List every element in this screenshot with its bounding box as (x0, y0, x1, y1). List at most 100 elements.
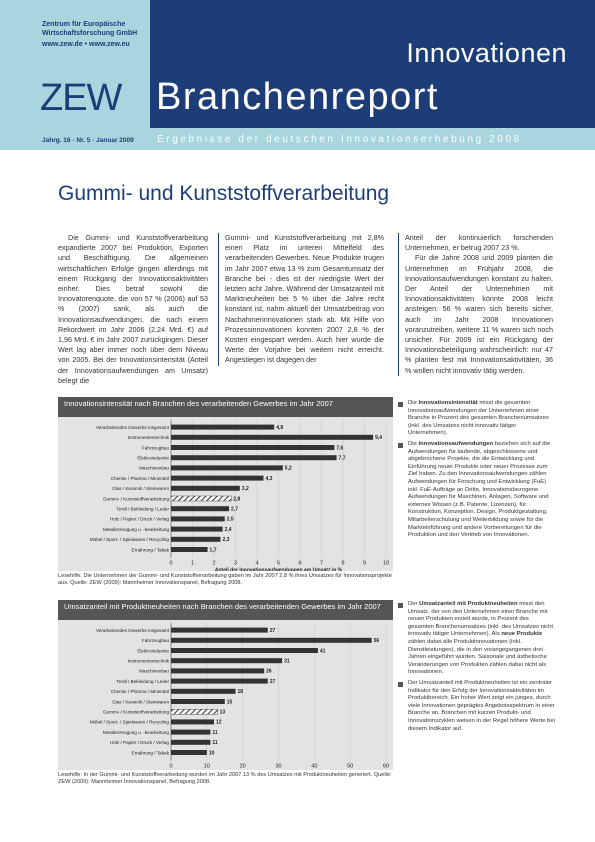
bar (171, 699, 225, 704)
data-label: 11 (212, 740, 218, 746)
bar (171, 688, 236, 694)
category-label: Metallerzeugung u. -bearbeitung (103, 730, 170, 735)
bar (171, 445, 335, 450)
paragraph: Anteil der kontinuierlich forschenden Un… (405, 233, 553, 253)
data-label: 2,4 (225, 527, 232, 533)
bar (171, 475, 264, 481)
category-label: Elektroindustrie (137, 648, 169, 653)
x-tick-label: 60 (383, 764, 389, 770)
header-band (0, 128, 595, 150)
chart-svg: 0 10 20 30 40 50 60 Verarbeitendes Gewerbe insg… (90, 623, 389, 770)
bar (170, 708, 218, 715)
category-label: Glas / Keramik / Steinwaren (112, 699, 169, 704)
header-right-panel (150, 0, 595, 128)
definition-paragraph: Der Umsatzanteil mit Produktneuheiten is… (398, 680, 555, 733)
bar (171, 455, 337, 461)
data-label: 11 (212, 730, 218, 736)
data-label: 9,4 (375, 435, 382, 441)
chart-caption: Lesehilfe: In der Gummi- und Kunststoffv… (58, 772, 392, 785)
report-subtitle: Ergebnisse der deutschen Innovationserhe… (157, 134, 522, 145)
paragraph: Für die Jahre 2008 und 2009 planten die … (405, 253, 553, 375)
chart-product-innovation-share: Umsatzanteil mit Produktneuheiten nach B… (58, 600, 393, 770)
bar (170, 495, 232, 502)
institute-name: Zentrum für Europäische Wirtschaftsforsch… (42, 21, 138, 37)
chart-caption: Lesehilfe: Die Unternehmen der Gummi- un… (58, 573, 392, 586)
bar (171, 719, 214, 725)
definition-box-1: Die Innovationsintensität misst die gesa… (398, 400, 555, 543)
category-label: Textil / Bekleidung / Leder (116, 507, 169, 512)
x-tick-label: 10 (383, 561, 389, 567)
paragraph: Die Gummi- und Kunststoffverarbeitung ex… (58, 233, 208, 385)
bar (171, 485, 240, 491)
data-label: 41 (320, 648, 326, 654)
x-tick-label: 7 (320, 561, 323, 567)
x-tick-label: 0 (169, 561, 172, 567)
x-tick-label: 10 (204, 764, 210, 770)
data-label: 15 (227, 699, 233, 705)
category-label: Holz / Papier / Druck / Verlag (110, 517, 169, 522)
data-label: 4,3 (265, 476, 272, 482)
definition-paragraph: Die Innovationsintensität misst die gesa… (398, 400, 555, 438)
data-label: 31 (284, 659, 290, 665)
category-label: Verarbeitendes Gewerbe insgesamt (96, 628, 170, 633)
category-label: Ernährung / Tabak (132, 547, 170, 552)
header-left-panel (0, 0, 150, 128)
category-label: Fahrzeugbau (142, 445, 170, 450)
category-label: Instrumententechnik (128, 659, 170, 664)
data-label: 2,3 (222, 537, 229, 543)
bar (171, 658, 283, 664)
category-label: Möbel / Sport- / Spielwaren / Recycling (90, 720, 170, 725)
data-label: 7,6 (336, 445, 343, 451)
x-tick-label: 3 (234, 561, 237, 567)
report-series: Innovationen (406, 38, 567, 68)
x-tick-label: 6 (298, 561, 301, 567)
data-label: 2,5 (227, 517, 234, 523)
body-column-3: Anteil der kontinuierlich forschenden Un… (398, 233, 553, 376)
x-tick-label: 8 (341, 561, 344, 567)
data-label: 5,2 (285, 466, 292, 472)
bar (171, 526, 223, 532)
data-label: 18 (238, 689, 244, 695)
category-label: Holz / Papier / Druck / Verlag (110, 740, 169, 745)
data-label: 1,7 (210, 547, 217, 553)
x-tick-label: 1 (191, 561, 194, 567)
bar (171, 434, 374, 440)
data-label: 27 (270, 679, 276, 685)
institute-urls[interactable]: www.zew.de • www.zew.eu (42, 41, 130, 48)
category-label: Elektroindustrie (137, 456, 169, 461)
x-tick-label: 2 (212, 561, 215, 567)
bar (171, 648, 318, 653)
data-label: 10 (209, 750, 215, 756)
x-tick-label: 50 (347, 764, 353, 770)
bar (171, 729, 211, 735)
data-label: 12 (216, 720, 222, 726)
body-column-2: Gummi- und Kunststoffverarbeitung mit 2,… (218, 233, 390, 366)
category-label: Fahrzeugbau (142, 638, 170, 643)
data-label: 56 (374, 638, 380, 644)
x-tick-label: 20 (240, 764, 246, 770)
bar (171, 668, 265, 674)
chart-innovation-intensity: Innovationsintensität nach Branchen des … (58, 397, 393, 571)
issue-info: Jahrg. 16 · Nr. 5 · Januar 2009 (42, 137, 134, 144)
data-label: 3,2 (242, 486, 249, 492)
bar (171, 739, 211, 745)
x-tick-label: 9 (363, 561, 366, 567)
category-label: Verarbeitendes Gewerbe insgesamt (96, 425, 170, 430)
x-tick-label: 4 (255, 561, 258, 567)
x-axis-label: Anteil der Innovationsaufwendungen am Um… (215, 568, 343, 571)
category-label: Instrumententechnik (128, 435, 170, 440)
bar (171, 516, 225, 522)
category-label: Textil / Bekleidung / Leder (116, 679, 169, 684)
category-label: Chemie / Pharma / Mineralöl (111, 689, 169, 694)
category-label: Gummi- / Kunststoffverarbeitung (103, 710, 169, 715)
chart-title: Innovationsintensität nach Branchen des … (58, 397, 393, 417)
data-label: 2,7 (231, 507, 238, 513)
category-label: Ernährung / Tabak (132, 750, 170, 755)
data-label: 13 (220, 710, 226, 716)
bar (171, 637, 372, 643)
category-label: Metallerzeugung u. -bearbeitung (103, 527, 170, 532)
category-label: Maschinenbau (139, 669, 169, 674)
data-label: 26 (266, 669, 272, 675)
data-label: 2,8 (233, 496, 240, 502)
bar (171, 678, 268, 684)
